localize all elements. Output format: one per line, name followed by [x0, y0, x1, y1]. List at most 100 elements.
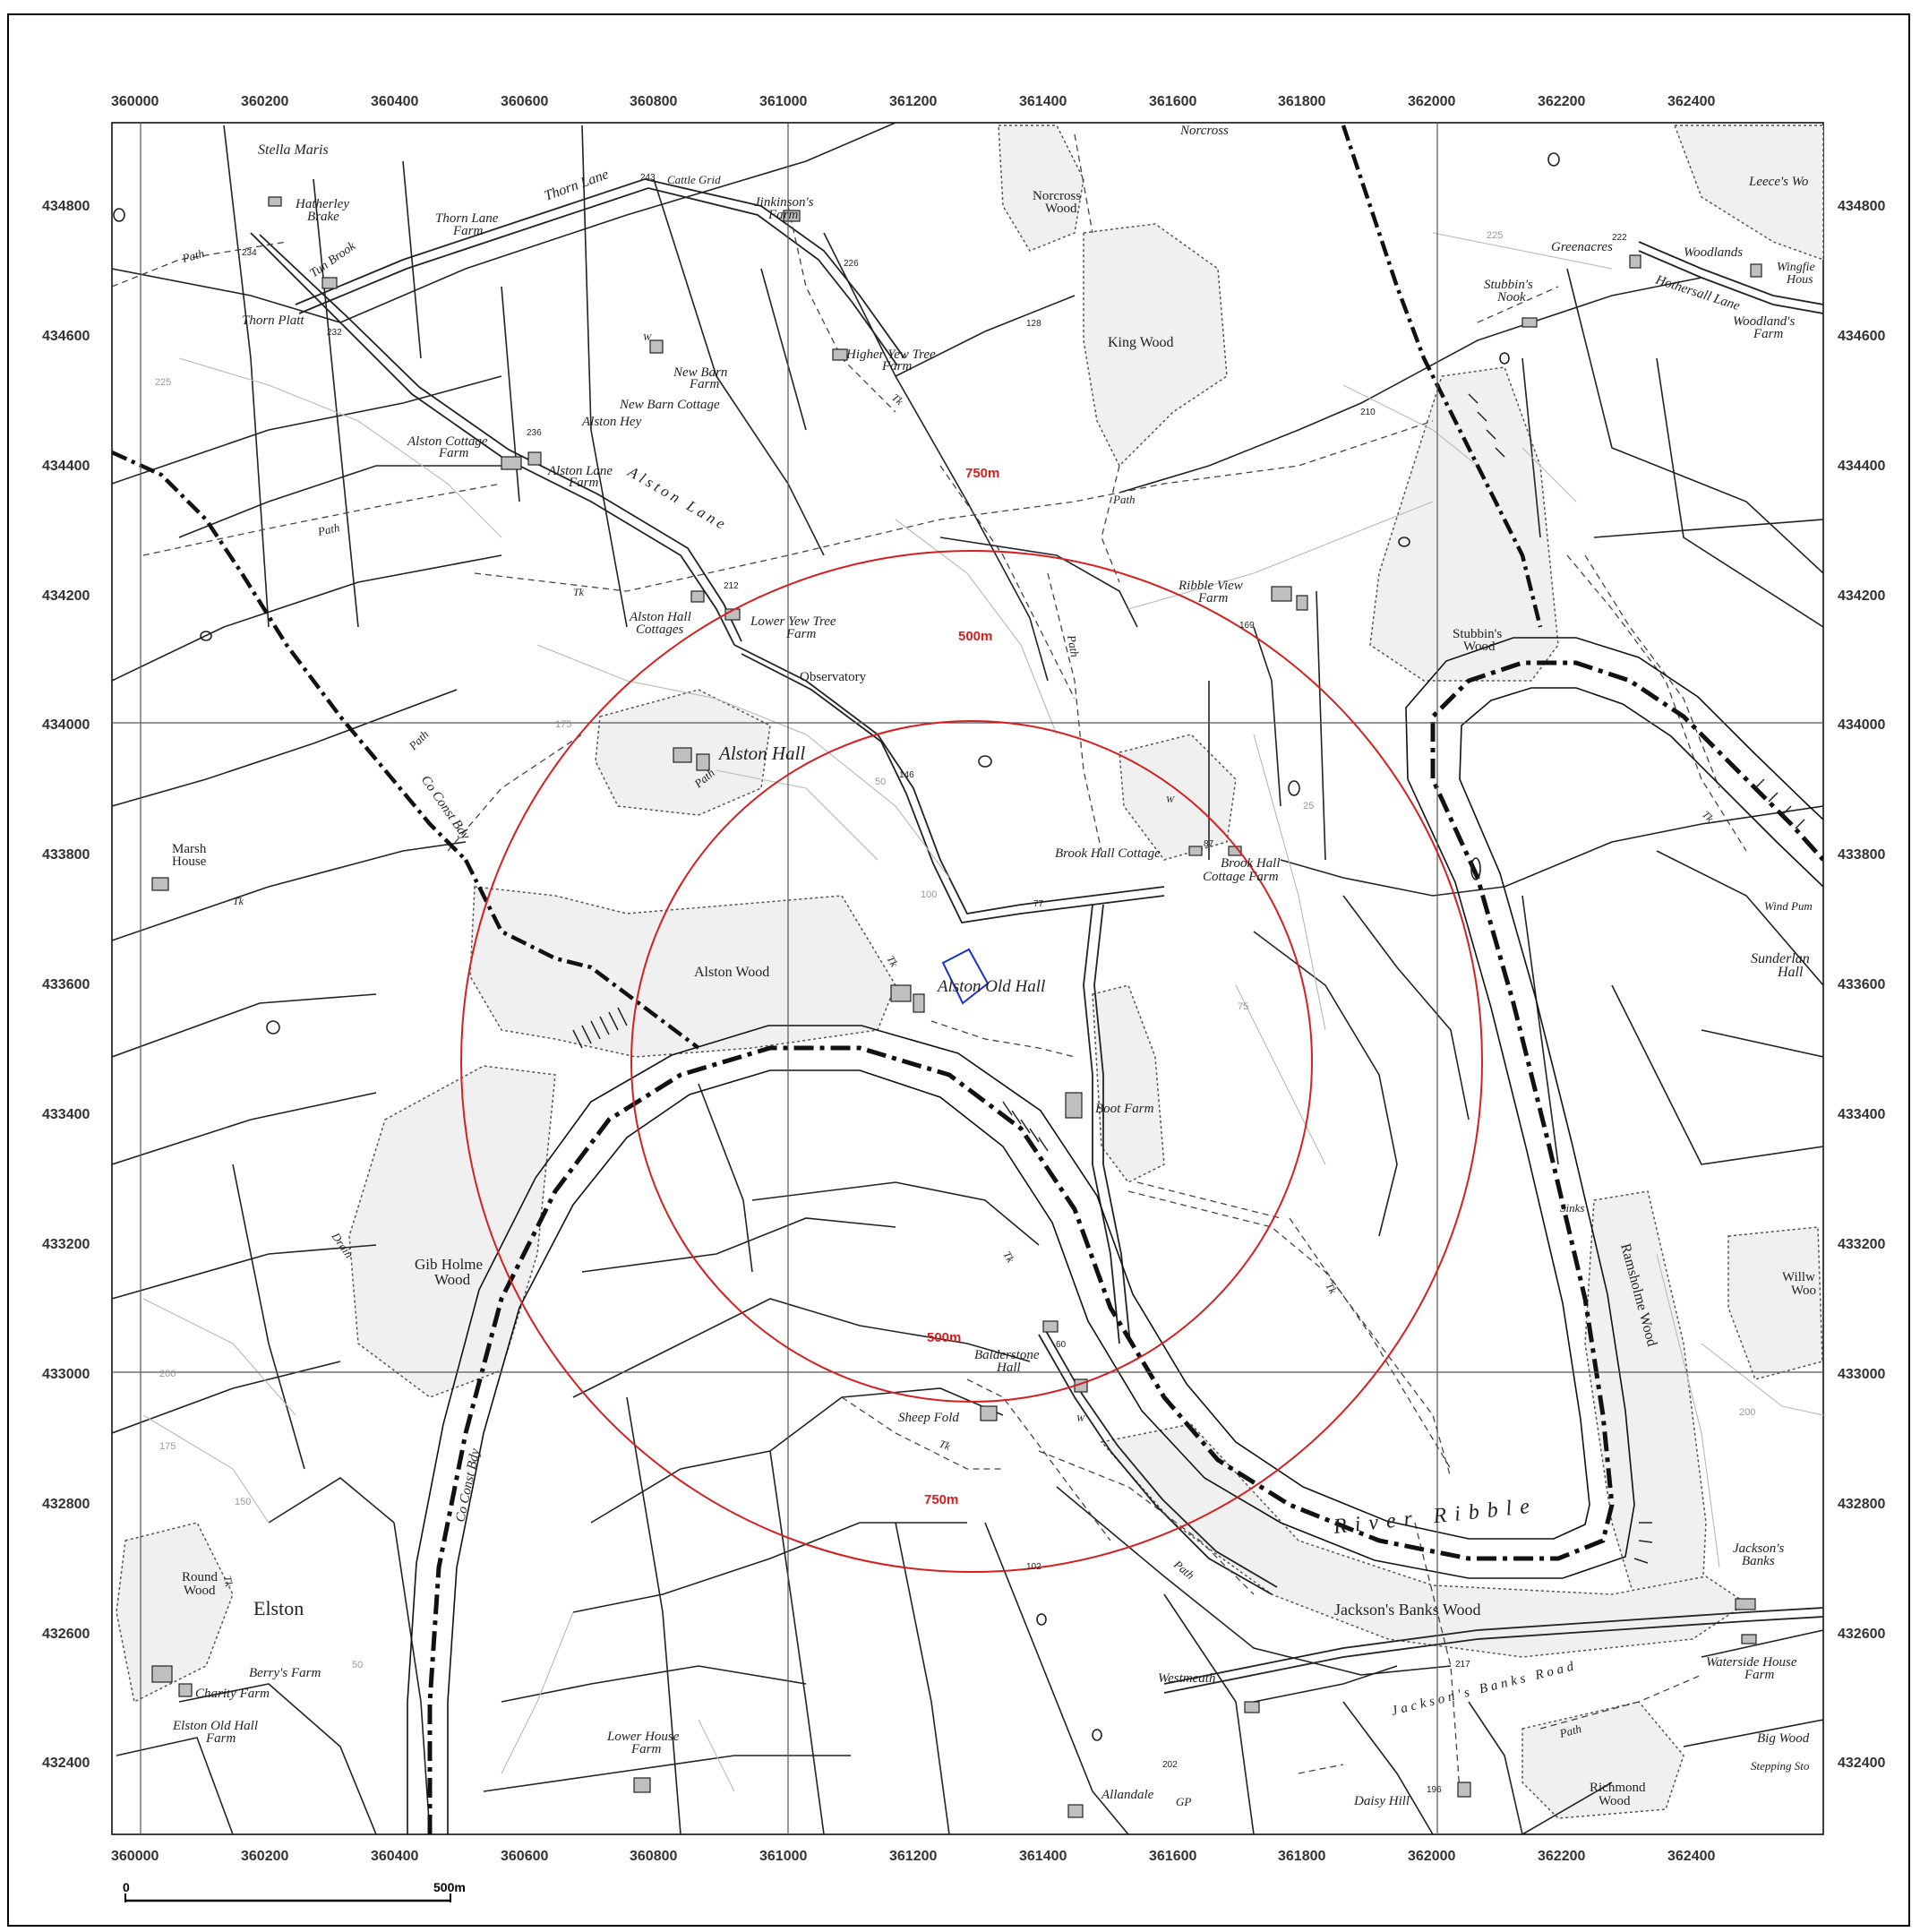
x-axis-bottom: 360000 360200 360400 360600 360800 36100…	[111, 1849, 1715, 1864]
label-path-centre: Path	[1065, 633, 1082, 658]
label-cattle-grid: Cattle Grid	[667, 173, 721, 186]
main-road	[733, 644, 1165, 914]
label-lower-yew-tree: Lower Yew Tree	[750, 614, 836, 629]
label-tk-alston-hall: Tk	[573, 586, 585, 598]
y-tick-left: 434600	[42, 329, 90, 344]
spot-height: 60	[1056, 1340, 1067, 1350]
label-brook-hall-cottage-farm: Cottage Farm	[1203, 870, 1279, 884]
river-ribble	[407, 637, 1823, 1834]
label-stubbins-wood-2: Wood	[1463, 640, 1496, 654]
ring-label-500m-bottom: 500m	[927, 1330, 961, 1345]
map-area[interactable]	[111, 122, 1824, 1835]
leeces-wood-area	[1673, 125, 1823, 261]
label-path-north: Path	[1112, 493, 1136, 506]
spot-heights: 243 234 232 226 236 212 146 128 210 222 …	[242, 173, 1627, 1795]
embankments	[572, 393, 1805, 1564]
label-waterside-house: Waterside House	[1706, 1655, 1797, 1670]
label-woodlands-farm: Woodland's	[1733, 314, 1795, 329]
label-allandale: Allandale	[1101, 1788, 1154, 1802]
boot-farm-wood-area	[1092, 984, 1165, 1183]
y-tick-left: 433800	[42, 847, 90, 863]
label-sinks: Sinks	[1560, 1201, 1584, 1215]
label-new-barn-farm: Farm	[689, 377, 720, 391]
boot-farm-lane	[1083, 904, 1120, 1344]
label-alston-lane-farm: Alston Lane	[547, 464, 613, 478]
ponds	[113, 152, 1560, 1741]
scale-end-label: 500m	[433, 1880, 466, 1894]
y-tick-right: 432600	[1838, 1627, 1885, 1642]
ring-750m[interactable]	[460, 550, 1483, 1573]
contour-value: 200	[159, 1369, 176, 1379]
x-tick-bottom: 362000	[1408, 1849, 1455, 1864]
x-tick-top: 360400	[371, 94, 418, 109]
label-alston-hall-cottages-2: Cottages	[636, 623, 683, 637]
label-lower-house: Lower House	[606, 1730, 680, 1744]
label-jacksons-banks-2: Banks	[1742, 1554, 1775, 1568]
label-boot-farm: Boot Farm	[1095, 1102, 1154, 1116]
y-tick-left: 434200	[42, 588, 90, 604]
label-observatory: Observatory	[800, 670, 867, 684]
y-tick-left: 434000	[42, 717, 90, 733]
label-hatherley: Hatherley	[295, 197, 349, 211]
label-w-new-barn: W	[643, 332, 652, 343]
contour-value: 75	[1238, 1001, 1248, 1012]
y-tick-right: 432800	[1838, 1497, 1885, 1512]
label-daisy-hill: Daisy Hill	[1353, 1794, 1410, 1808]
label-alston-cottage-farm: Farm	[438, 446, 469, 460]
label-higher-yew-farm: Farm	[881, 359, 913, 374]
label-greenacres: Greenacres	[1551, 240, 1613, 254]
x-tick-bottom: 362200	[1538, 1849, 1585, 1864]
buildings	[151, 196, 1762, 1818]
label-wingfield: Wingfie	[1777, 261, 1815, 274]
y-tick-right: 433600	[1838, 977, 1885, 992]
grid-lines	[112, 123, 1823, 1834]
label-alston-hey: Alston Hey	[581, 415, 642, 429]
alston-wood-area	[469, 886, 896, 1058]
spot-height: 236	[527, 428, 542, 438]
label-brook-hall-cottage: Brook Hall Cottage	[1055, 846, 1161, 861]
spot-height: 222	[1612, 233, 1627, 243]
field-boundaries	[112, 123, 1823, 1834]
x-axis-top: 360000 360200 360400 360600 360800 36100…	[111, 94, 1715, 109]
x-tick-bottom: 361800	[1278, 1849, 1325, 1864]
scale-start-label: 0	[123, 1880, 130, 1894]
label-berrys-farm: Berry's Farm	[249, 1666, 321, 1680]
label-marsh-house: House	[172, 854, 207, 869]
label-round-wood: Wood	[184, 1584, 216, 1598]
y-tick-left: 434400	[42, 459, 90, 474]
x-tick-top: 361800	[1278, 94, 1325, 109]
scale-bar: 0 500m	[123, 1880, 466, 1902]
label-ribble-view: Ribble View	[1178, 579, 1243, 593]
stubbins-wood-area	[1369, 366, 1559, 682]
x-tick-bottom: 360200	[241, 1849, 288, 1864]
spot-height: 232	[327, 328, 342, 338]
map-frame	[7, 13, 1910, 1927]
x-tick-bottom: 360800	[630, 1849, 677, 1864]
label-alston-wood: Alston Wood	[694, 965, 769, 980]
y-tick-left: 433400	[42, 1107, 90, 1122]
x-tick-top: 362000	[1408, 94, 1455, 109]
label-gib-holme-wood: Wood	[434, 1271, 471, 1288]
x-tick-top: 360800	[630, 94, 677, 109]
label-woodlands-farm-2: Farm	[1753, 327, 1784, 341]
x-tick-top: 360000	[111, 94, 159, 109]
label-norcross: Norcross	[1179, 124, 1229, 138]
x-tick-top: 361600	[1149, 94, 1196, 109]
ring-500m[interactable]	[630, 720, 1313, 1403]
label-big-wood: Big Wood	[1757, 1731, 1810, 1746]
spot-height: 202	[1162, 1760, 1178, 1770]
label-round: Round	[182, 1570, 219, 1584]
label-path-north-west: Path	[180, 246, 206, 265]
label-gp: GP	[1176, 1795, 1191, 1808]
spot-height: 210	[1360, 408, 1376, 417]
site-outline[interactable]	[941, 948, 990, 1005]
label-alston-cottage: Alston Cottage	[407, 434, 488, 449]
y-tick-left: 434800	[42, 199, 90, 214]
label-lower-house-farm: Farm	[630, 1742, 662, 1756]
label-waterside-farm: Farm	[1744, 1668, 1775, 1682]
y-tick-right: 434200	[1838, 588, 1885, 604]
y-tick-right: 434400	[1838, 459, 1885, 474]
label-wingfield-house: Hous	[1786, 273, 1813, 287]
spot-height: 102	[1026, 1562, 1041, 1572]
